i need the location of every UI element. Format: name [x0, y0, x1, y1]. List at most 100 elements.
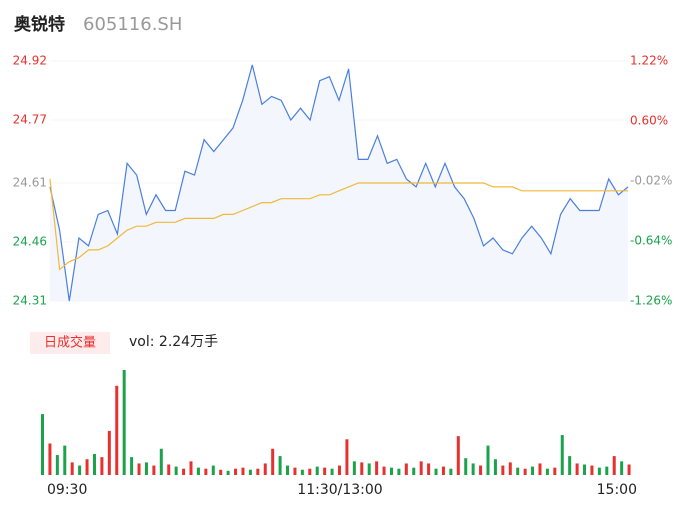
volume-bar: [293, 467, 297, 475]
volume-title: 日成交量: [44, 335, 96, 351]
volume-title-box: [30, 332, 110, 354]
price-area: [50, 64, 628, 302]
volume-bar: [486, 445, 490, 475]
volume-bar: [575, 463, 579, 475]
volume-bar: [122, 370, 126, 475]
volume-bar: [620, 461, 624, 475]
volume-bar: [300, 469, 304, 475]
y-tick-label: 24.31: [13, 294, 47, 308]
volume-bar: [256, 468, 260, 475]
volume-bar: [545, 468, 549, 475]
volume-bar: [627, 464, 631, 475]
volume-bar: [315, 466, 319, 475]
y2-tick-label: -1.26%: [630, 294, 672, 308]
volume-bar: [85, 459, 89, 475]
volume-bar: [412, 467, 416, 475]
volume-bar: [404, 463, 408, 475]
volume-bar: [137, 463, 141, 475]
volume-bar: [308, 468, 312, 475]
volume-bar: [92, 454, 96, 475]
volume-bar: [597, 467, 601, 475]
stock-code: 605116.SH: [83, 14, 182, 35]
volume-bar: [48, 443, 52, 475]
volume-bar: [516, 467, 520, 475]
volume-bar: [226, 470, 230, 475]
volume-bar: [360, 462, 364, 475]
volume-bar: [330, 468, 334, 475]
volume-bar: [531, 466, 535, 475]
y2-tick-label: 1.22%: [630, 54, 668, 68]
volume-bar: [55, 455, 59, 475]
volume-bar: [115, 385, 119, 475]
volume-bar: [152, 465, 156, 475]
volume-bar: [568, 456, 572, 475]
volume-bar: [583, 464, 587, 475]
volume-bar: [70, 462, 74, 475]
y2-tick-label: 0.60%: [630, 114, 668, 128]
volume-bar: [382, 466, 386, 475]
volume-bar: [352, 461, 356, 475]
x-tick-label: 11:30/13:00: [297, 482, 382, 498]
volume-bar: [590, 465, 594, 475]
stock-name: 奥锐特: [14, 14, 65, 35]
volume-bar: [523, 468, 527, 475]
volume-bar: [182, 468, 186, 475]
volume-bar: [286, 465, 290, 475]
volume-bar: [434, 468, 438, 475]
price-line: [49, 64, 629, 302]
volume-bar: [263, 463, 267, 475]
y-tick-label: 24.46: [13, 234, 47, 248]
volume-bar: [323, 467, 327, 475]
y-tick-label: 24.77: [13, 113, 47, 127]
volume-bar: [389, 467, 393, 475]
volume-bar: [174, 466, 178, 475]
average-line: [49, 178, 628, 271]
volume-bar: [471, 463, 475, 475]
volume-bar: [456, 436, 460, 475]
volume-bar: [560, 435, 564, 475]
volume-bar: [196, 467, 200, 475]
volume-bar: [248, 469, 252, 475]
x-tick-label: 09:30: [47, 482, 87, 498]
y-tick-label: 24.92: [13, 54, 47, 68]
volume-bar: [144, 462, 148, 475]
volume-bar: [501, 465, 505, 475]
volume-bar: [271, 448, 275, 475]
volume-bar: [241, 467, 245, 475]
volume-bar: [479, 465, 483, 475]
volume-bar: [449, 468, 453, 475]
y-tick-label: 24.61: [13, 175, 47, 189]
volume-bar: [367, 463, 371, 475]
volume-bar: [553, 467, 557, 475]
volume-bar: [234, 468, 238, 475]
y2-tick-label: -0.02%: [630, 174, 672, 188]
volume-bar: [612, 456, 616, 475]
volume-bar: [78, 465, 82, 475]
volume-bar: [338, 465, 341, 475]
volume-bar: [397, 468, 401, 475]
y2-tick-label: -0.64%: [630, 234, 672, 248]
volume-bar: [419, 461, 423, 475]
volume-bar: [130, 457, 134, 475]
volume-bar: [493, 459, 497, 475]
volume-bar: [464, 458, 468, 475]
volume-bar: [100, 457, 104, 475]
volume-bar: [219, 469, 223, 475]
volume-bar: [278, 456, 282, 475]
volume-bar: [605, 466, 609, 475]
x-tick-label: 15:00: [597, 482, 637, 498]
volume-bar: [211, 465, 215, 475]
volume-annotation: vol: 2.24万手: [129, 334, 218, 350]
volume-bar: [538, 463, 542, 475]
volume-bar: [41, 414, 44, 475]
volume-bar: [107, 430, 111, 475]
volume-bar: [189, 461, 193, 475]
volume-bar: [427, 463, 431, 475]
volume-bar: [204, 468, 208, 475]
volume-bar: [345, 439, 349, 475]
volume-bar: [167, 464, 171, 475]
volume-bar: [375, 461, 379, 475]
volume-bar: [63, 445, 67, 475]
volume-bar: [508, 462, 512, 475]
